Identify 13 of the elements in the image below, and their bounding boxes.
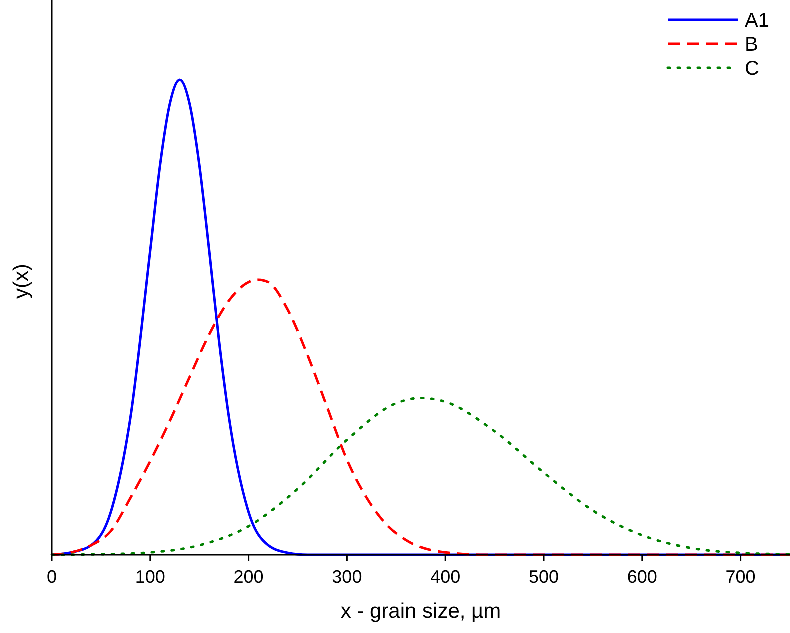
y-axis-title: y(x)	[10, 264, 33, 299]
legend-label: B	[745, 34, 758, 56]
x-tick-label: 700	[726, 567, 756, 587]
x-tick-label: 600	[627, 567, 658, 587]
x-tick-label: 100	[135, 567, 166, 587]
x-axis-title: x - grain size, µm	[340, 600, 502, 623]
legend-label: A1	[745, 10, 770, 32]
x-tick-label: 400	[430, 567, 461, 587]
x-tick-label: 500	[528, 567, 560, 587]
legend-label: C	[745, 58, 760, 80]
x-tick-label: 0	[46, 567, 58, 587]
x-tick-label: 200	[234, 567, 264, 587]
x-tick-label: 300	[332, 567, 362, 587]
